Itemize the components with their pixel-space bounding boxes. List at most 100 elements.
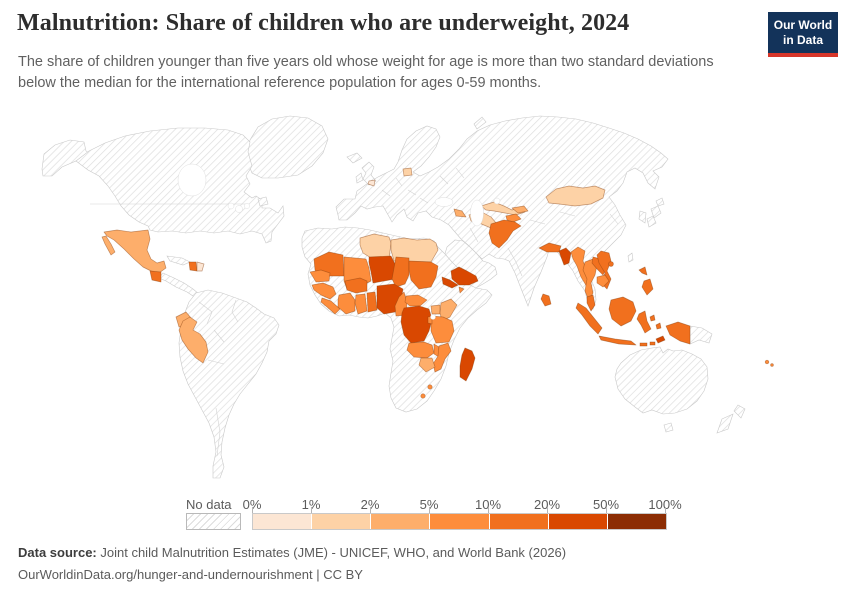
country-mozambique[interactable] <box>432 342 452 373</box>
country-indonesia[interactable] <box>636 310 652 334</box>
country-sri-lanka[interactable] <box>540 293 552 307</box>
region-australia[interactable] <box>614 346 709 415</box>
legend-bin-0-1%[interactable] <box>253 514 312 529</box>
region-south-america[interactable] <box>178 289 280 479</box>
legend-tick-label: 2% <box>360 497 380 512</box>
country-guinea[interactable] <box>311 282 337 300</box>
country-haiti[interactable] <box>188 261 198 272</box>
owid-logo[interactable]: Our World in Data <box>768 12 838 57</box>
map-legend: No data 0% 1% 2% 5% 10% 20% 50% 100% <box>186 497 686 530</box>
region-korea[interactable] <box>638 210 647 224</box>
country-azerbaijan[interactable] <box>453 208 467 218</box>
country-indonesia[interactable] <box>639 314 662 347</box>
country-ghana[interactable] <box>354 293 368 315</box>
country-kenya[interactable] <box>439 298 458 322</box>
country-cambodia[interactable] <box>596 274 610 288</box>
region-united-kingdom[interactable] <box>361 161 377 186</box>
country-malaysia[interactable] <box>586 294 596 312</box>
legend-no-data-label: No data <box>186 497 232 512</box>
region-ireland[interactable] <box>355 172 364 184</box>
legend-bin-50-100%[interactable] <box>607 514 666 529</box>
country-burkina-faso[interactable] <box>344 277 368 294</box>
border-eu-borders <box>381 167 465 204</box>
country-belgium[interactable] <box>367 179 376 187</box>
country-vietnam[interactable] <box>608 261 614 267</box>
legend-bin-5-10%[interactable] <box>430 514 489 529</box>
country-mexico[interactable] <box>101 229 167 274</box>
country-uganda[interactable] <box>430 304 441 315</box>
region-taiwan[interactable] <box>627 252 634 263</box>
country-madagascar[interactable] <box>459 347 476 382</box>
country-zimbabwe[interactable] <box>418 357 436 373</box>
country-nepal[interactable] <box>538 242 562 253</box>
country-djibouti[interactable] <box>458 286 465 294</box>
country-yemen[interactable] <box>450 266 479 286</box>
country-dr-congo[interactable] <box>400 305 433 344</box>
country-eritrea[interactable] <box>441 276 459 289</box>
country-togo-benin[interactable] <box>366 291 378 313</box>
lake-great-lakes <box>235 205 243 213</box>
country-tajikistan[interactable] <box>505 213 522 223</box>
region-papua-new-guinea[interactable] <box>689 325 713 345</box>
legend-bin-2-5%[interactable] <box>371 514 430 529</box>
country-niger[interactable] <box>368 255 397 284</box>
country-fiji[interactable] <box>764 359 770 365</box>
country-egypt[interactable] <box>390 237 439 263</box>
legend-color-bar <box>252 513 667 530</box>
region-newfoundland[interactable] <box>257 196 269 207</box>
country-indonesia[interactable] <box>608 296 637 327</box>
legend-tick-mark <box>311 507 312 513</box>
legend-bin-1-2%[interactable] <box>312 514 371 529</box>
country-timor-leste[interactable] <box>655 335 666 344</box>
legend-tick-mark <box>252 507 253 513</box>
country-sudan[interactable] <box>408 260 439 290</box>
lake-great-lakes <box>227 202 235 210</box>
legend-no-data-swatch[interactable] <box>186 513 241 530</box>
country-lesotho[interactable] <box>420 393 426 399</box>
country-guatemala[interactable] <box>149 270 162 283</box>
footer-source-line: Data source: Joint child Malnutrition Es… <box>18 545 566 560</box>
legend-tick-mark <box>429 507 430 513</box>
country-eswatini[interactable] <box>427 384 433 390</box>
legend-tick-label: 10% <box>474 497 502 512</box>
country-kyrgyzstan[interactable] <box>511 205 529 214</box>
country-sierra-leone[interactable] <box>320 297 341 315</box>
legend-tick-label: 5% <box>419 497 439 512</box>
region-new-zealand[interactable] <box>716 404 746 434</box>
legend-tick-mark <box>488 507 489 513</box>
footer-source-label: Data source: <box>18 545 97 560</box>
region-greenland[interactable] <box>245 115 329 179</box>
country-ivory-coast[interactable] <box>337 292 356 315</box>
country-afghanistan[interactable] <box>488 219 522 249</box>
lake-lake-victoria <box>430 314 436 320</box>
region-cuba[interactable] <box>166 255 191 266</box>
legend-tick-label: 100% <box>648 497 682 512</box>
region-iceland[interactable] <box>346 152 363 164</box>
country-tanzania[interactable] <box>430 315 455 344</box>
country-senegal[interactable] <box>309 269 331 283</box>
country-dominican-republic[interactable] <box>196 261 205 272</box>
country-uzbekistan[interactable] <box>480 201 526 216</box>
legend-tick-mark <box>370 507 371 513</box>
country-bangladesh[interactable] <box>558 247 572 266</box>
country-fiji[interactable] <box>770 363 774 367</box>
region-central-america[interactable] <box>158 272 200 299</box>
region-tasmania[interactable] <box>663 422 674 433</box>
legend-bin-10-20%[interactable] <box>489 514 548 529</box>
country-lithuania[interactable] <box>402 167 413 177</box>
country-zambia[interactable] <box>406 341 435 359</box>
country-indonesia[interactable] <box>575 302 603 335</box>
owid-logo-line1: Our World <box>773 18 833 32</box>
legend-tick-label: 0% <box>242 497 262 512</box>
lake-great-lakes <box>244 203 250 209</box>
legend-tick-mark <box>547 507 548 513</box>
country-indonesia[interactable] <box>598 335 637 346</box>
country-indonesia[interactable] <box>665 321 691 345</box>
country-philippines[interactable] <box>638 266 654 296</box>
legend-bin-20-50%[interactable] <box>548 514 607 529</box>
country-peru[interactable] <box>178 316 209 364</box>
region-japan[interactable] <box>646 197 665 228</box>
country-mongolia[interactable] <box>545 185 606 207</box>
region-novaya-zemlya[interactable] <box>473 116 487 130</box>
